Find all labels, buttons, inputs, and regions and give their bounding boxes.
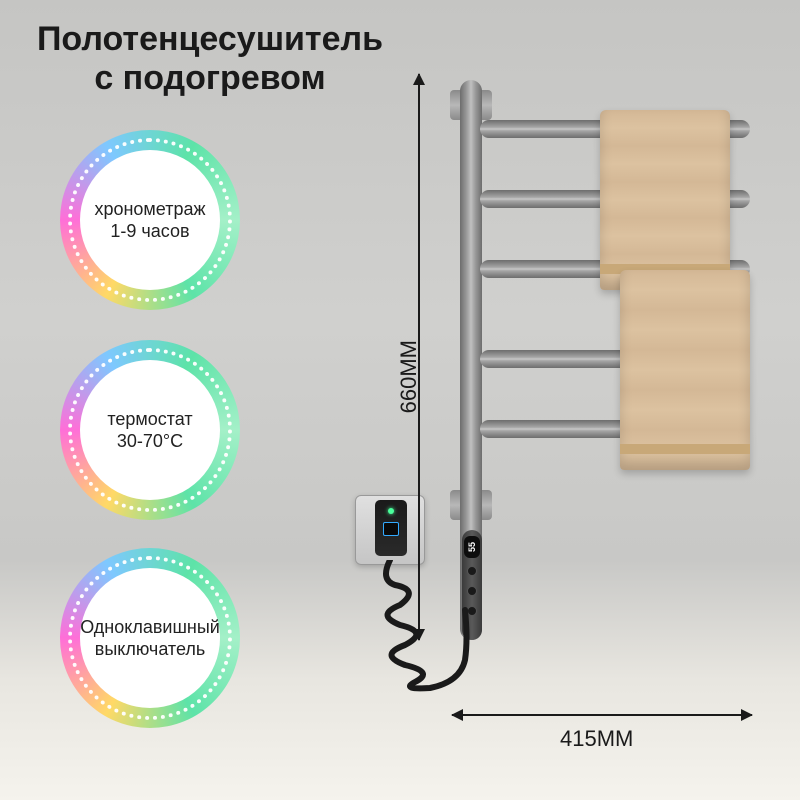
title-line2: с подогревом (94, 59, 325, 97)
towel (600, 110, 730, 290)
width-dimension-line (452, 714, 752, 716)
feature-text: Одноклавишныйвыключатель (80, 568, 220, 708)
title-line1: Полотенцесушитель (37, 20, 383, 58)
feature-text: термостат30-70°C (80, 360, 220, 500)
product-title: Полотенцесушитель с подогревом (0, 20, 420, 98)
feature-text: хронометраж1-9 часов (80, 150, 220, 290)
temp-screen: 55 (464, 536, 480, 558)
coiled-cord (370, 560, 490, 700)
plug-switch-icon (383, 522, 399, 536)
feature-badge: термостат30-70°C (60, 340, 240, 520)
height-dimension-label: 660MM (396, 340, 422, 413)
plug-indicator-light (388, 508, 394, 514)
width-dimension-label: 415MM (560, 726, 633, 752)
power-plug (375, 500, 407, 556)
feature-badge: хронометраж1-9 часов (60, 130, 240, 310)
towel (620, 270, 750, 470)
temp-value: 55 (467, 542, 477, 552)
feature-badge: Одноклавишныйвыключатель (60, 548, 240, 728)
